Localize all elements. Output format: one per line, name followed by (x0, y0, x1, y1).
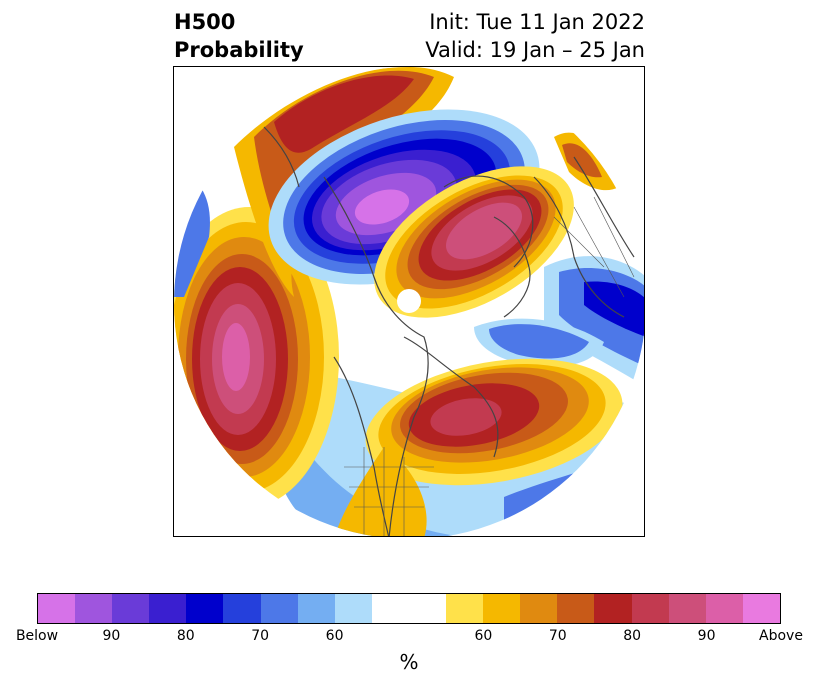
colorbar-cell (112, 594, 150, 623)
below-europe-80 (584, 281, 644, 337)
below-70-southwest (276, 417, 464, 536)
above-arctic-90 (446, 202, 522, 260)
colorbar-cell (705, 594, 743, 623)
colorbar-tick-label: 80 (623, 628, 642, 644)
colorbar-cell (334, 594, 372, 623)
colorbar-cell (594, 594, 632, 623)
colorbar-cell (149, 594, 187, 623)
political-borders (344, 196, 635, 536)
colorbar-tick-label: Above (759, 628, 803, 644)
colorbar-tick-label: 60 (325, 628, 344, 644)
map-canvas (174, 67, 644, 536)
colorbar-cell (408, 594, 447, 623)
colorbar-cell (297, 594, 335, 623)
colorbar-tick-label: 80 (176, 628, 195, 644)
below-canada-core (354, 189, 410, 225)
colorbar-cell (520, 594, 558, 623)
chart-dates: Init: Tue 11 Jan 2022 Valid: 19 Jan – 25… (425, 8, 645, 64)
colorbar-tick-label: 70 (251, 628, 270, 644)
above-southeast (334, 447, 427, 536)
valid-range: Valid: 19 Jan – 25 Jan (425, 38, 645, 62)
colorbar-cell (631, 594, 669, 623)
probability-map (173, 66, 645, 537)
north-pole-marker (397, 289, 421, 313)
below-southeast-80 (554, 472, 644, 536)
colorbar-cell (223, 594, 261, 623)
chart-title: H500 Probability (174, 8, 304, 64)
colorbar-cell (668, 594, 706, 623)
colorbar-tick-label: 60 (474, 628, 493, 644)
colorbar-tick-label: 90 (102, 628, 121, 644)
title-variable: H500 (174, 10, 236, 34)
colorbar-unit: % (399, 650, 419, 674)
colorbar-cell (742, 594, 780, 623)
below-atlantic-70 (489, 324, 589, 359)
colorbar-tick-label: Below (15, 628, 59, 644)
colorbar-cell (38, 594, 76, 623)
colorbar-cell (446, 594, 484, 623)
colorbar-cell (557, 594, 595, 623)
colorbar-cell (75, 594, 113, 623)
above-atlantic-85 (430, 398, 502, 436)
colorbar-cell (260, 594, 298, 623)
above-pacific-95 (222, 323, 250, 391)
colorbar-tick-label: 90 (697, 628, 716, 644)
colorbar-cell (371, 594, 409, 623)
init-date: Init: Tue 11 Jan 2022 (429, 10, 645, 34)
above-asia-inner (562, 143, 602, 178)
colorbar (37, 593, 781, 624)
title-type: Probability (174, 38, 304, 62)
colorbar-tick-label: 70 (548, 628, 567, 644)
colorbar-cell (483, 594, 521, 623)
colorbar-cell (186, 594, 224, 623)
above-alaska-inner (274, 75, 414, 153)
